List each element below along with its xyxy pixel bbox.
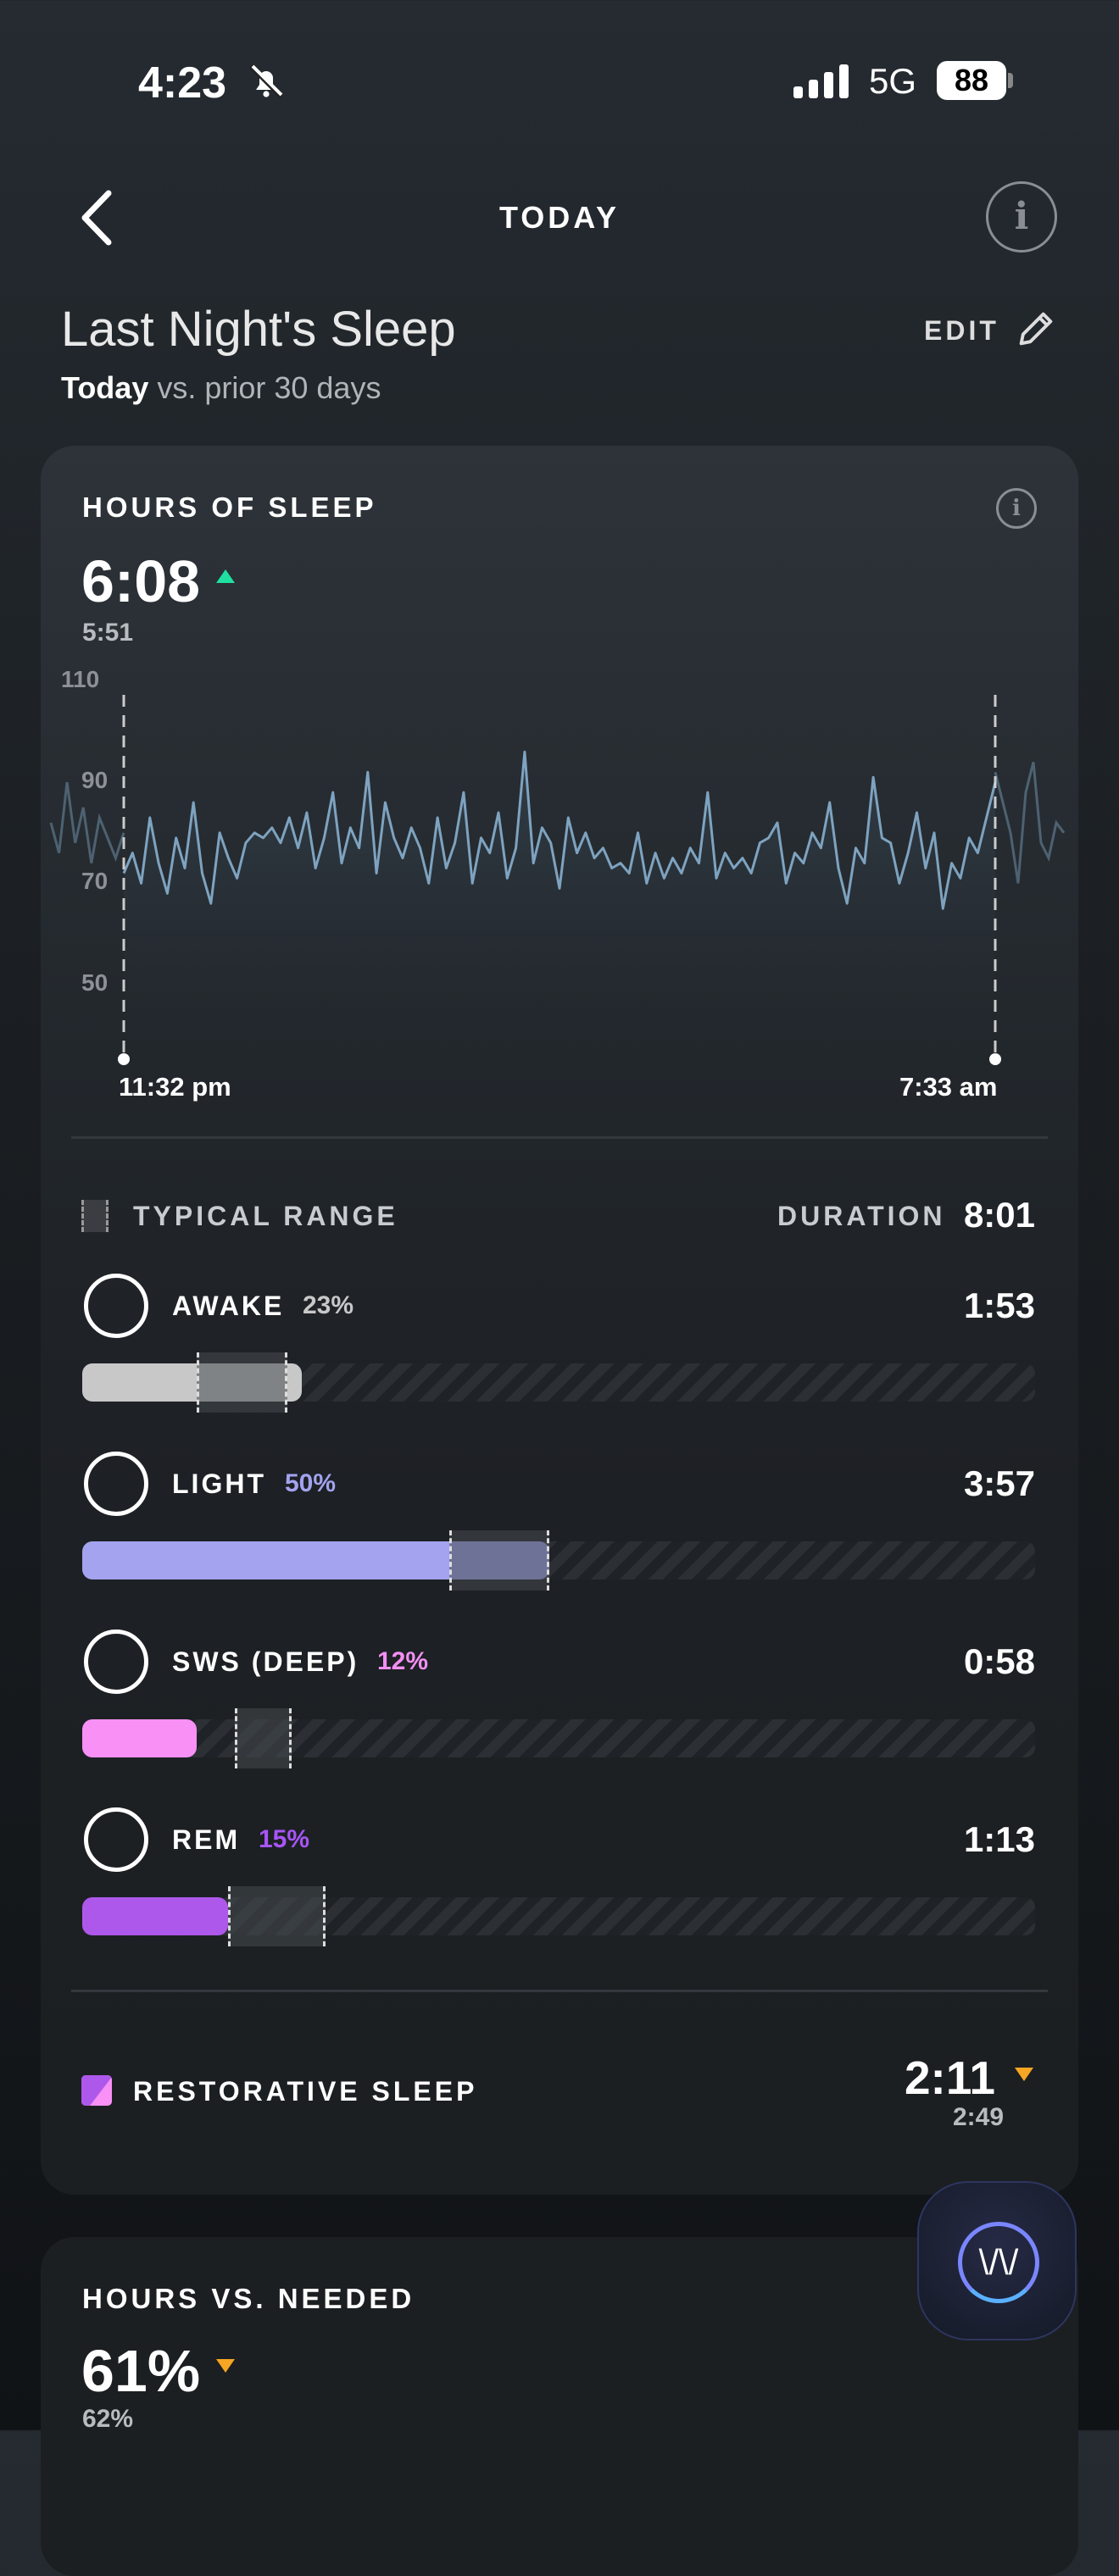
divider [71, 1136, 1048, 1139]
y-tick-50: 50 [81, 969, 109, 996]
typical-range-marker [448, 1530, 549, 1591]
pre-sleep-line [49, 782, 125, 863]
stage-bar [82, 1886, 1035, 1946]
battery-nub [1008, 73, 1013, 88]
chart-area [124, 752, 995, 1059]
y-tick-90: 90 [81, 767, 109, 793]
card-title: HOURS OF SLEEP [82, 491, 377, 523]
post-sleep-line [994, 762, 1066, 884]
typical-range-label: TYPICAL RANGE [133, 1201, 398, 1231]
needed-value: 61% [81, 2338, 201, 2404]
restorative-sleep-label: RESTORATIVE SLEEP [133, 2076, 478, 2107]
edit-button[interactable]: EDIT [924, 315, 999, 346]
stage-bar [82, 1708, 1035, 1768]
restorative-sleep-icon [81, 2075, 112, 2106]
x-label-end: 7:33 am [899, 1072, 998, 1102]
stage-label: AWAKE [172, 1291, 285, 1321]
card-title: HOURS VS. NEEDED [82, 2283, 415, 2314]
battery-icon: 88 [937, 61, 1006, 100]
stage-time: 1:53 [963, 1285, 1035, 1325]
stage-time: 0:58 [963, 1641, 1035, 1681]
stage-label: LIGHT [172, 1468, 266, 1499]
heart-rate-chart [49, 695, 1066, 1065]
stage-bar-fill [82, 1897, 228, 1935]
restorative-sleep-comparison: 2:49 [952, 2103, 1004, 2131]
divider [71, 1990, 1048, 1992]
trend-down-icon [216, 2359, 235, 2373]
stage-circle-icon [84, 1807, 148, 1872]
signal-icon [793, 63, 849, 98]
stage-percent: 15% [259, 1825, 310, 1853]
stage-circle-icon [84, 1629, 148, 1694]
stage-percent: 23% [303, 1291, 354, 1319]
page-subtitle: Today vs. prior 30 days [61, 370, 381, 406]
nav-title: TODAY [498, 200, 621, 235]
stage-bar [82, 1352, 1035, 1413]
typical-range-legend-icon [81, 1200, 109, 1232]
duration-value: 8:01 [963, 1195, 1035, 1235]
typical-range-marker [196, 1352, 287, 1413]
sleep-end-dot [989, 1053, 1001, 1065]
stage-percent: 50% [285, 1469, 337, 1497]
stage-percent: 12% [377, 1647, 429, 1675]
subtitle-comparison: vs. prior 30 days [148, 370, 381, 405]
sleep-start-dot [118, 1053, 130, 1065]
sleep-hours-comparison: 5:51 [82, 619, 134, 647]
info-icon[interactable]: i [996, 488, 1037, 529]
subtitle-today: Today [61, 370, 149, 405]
y-tick-110: 110 [61, 666, 100, 692]
trend-down-icon [1015, 2068, 1033, 2081]
coach-button[interactable]: \/\/ [917, 2181, 1077, 2340]
chevron-left-icon[interactable] [76, 188, 119, 247]
duration-label: DURATION [777, 1201, 946, 1231]
sleep-hours-value: 6:08 [81, 548, 201, 614]
network-type: 5G [869, 61, 917, 101]
whoop-coach-icon: \/\/ [958, 2222, 1039, 2303]
stage-circle-icon [84, 1274, 148, 1338]
stage-label: REM [172, 1824, 241, 1855]
stage-bar-fill [82, 1719, 197, 1757]
restorative-sleep-value: 2:11 [904, 2051, 995, 2104]
x-label-start: 11:32 pm [119, 1072, 231, 1102]
stage-time: 1:13 [963, 1819, 1035, 1859]
bell-slash-icon [248, 64, 284, 99]
trend-up-icon [216, 569, 235, 583]
pencil-icon[interactable] [1014, 307, 1058, 351]
stage-bar [82, 1530, 1035, 1591]
typical-range-marker [227, 1886, 326, 1946]
page-title: Last Night's Sleep [61, 302, 456, 357]
stage-label: SWS (DEEP) [172, 1646, 359, 1677]
y-tick-70: 70 [81, 868, 109, 894]
status-time: 4:23 [138, 58, 227, 108]
typical-range-marker [234, 1708, 292, 1768]
stage-circle-icon [84, 1452, 148, 1516]
info-icon[interactable]: i [986, 181, 1057, 253]
heart-rate-line [122, 750, 997, 910]
stage-time: 3:57 [963, 1463, 1035, 1503]
needed-comparison: 62% [82, 2405, 134, 2433]
